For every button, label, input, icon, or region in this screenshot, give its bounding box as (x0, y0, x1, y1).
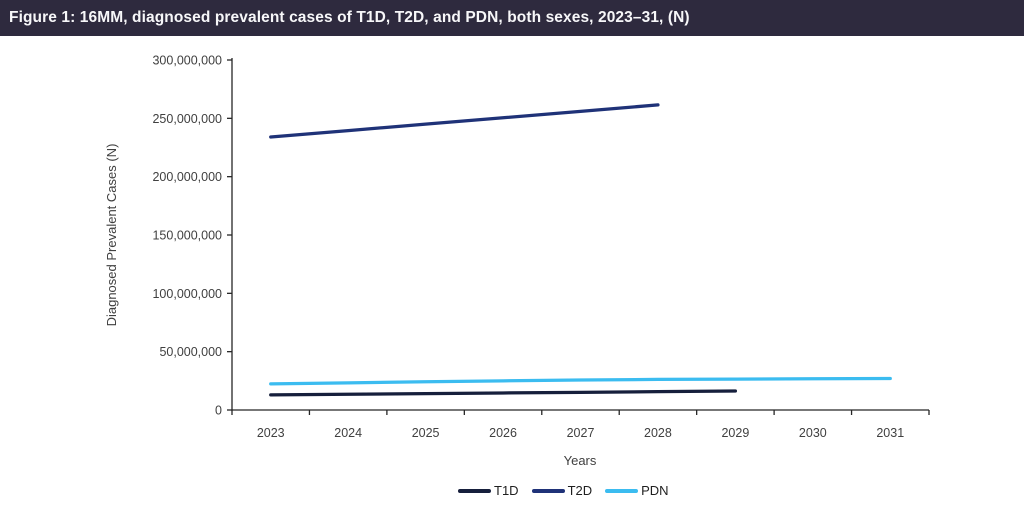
x-tick-label: 2024 (334, 426, 362, 440)
legend-swatch-t2d (531, 488, 565, 493)
legend-swatch-pdn (605, 488, 639, 493)
x-tick-label: 2025 (412, 426, 440, 440)
y-axis-title: Diagnosed Prevalent Cases (N) (104, 144, 119, 327)
legend-item-t1d: T1D (458, 483, 519, 498)
series-line-t2d (269, 103, 660, 139)
x-tick-label: 2026 (489, 426, 517, 440)
chart-series (269, 103, 892, 397)
x-tick-label: 2027 (567, 426, 595, 440)
x-tick-label: 2031 (876, 426, 904, 440)
series-line-t1d (269, 389, 738, 397)
y-tick-label: 50,000,000 (159, 345, 222, 359)
figure-title-bar: Figure 1: 16MM, diagnosed prevalent case… (0, 0, 1024, 36)
x-axis-ticks: 2023 2024 2025 2026 2027 2028 2029 2030 2031 (231, 410, 930, 440)
legend-label-t2d: T2D (567, 483, 593, 498)
figure-title: Figure 1: 16MM, diagnosed prevalent case… (9, 9, 690, 26)
x-axis-title: Years (564, 453, 597, 468)
y-tick-label: 200,000,000 (152, 170, 222, 184)
y-tick-label: 300,000,000 (152, 54, 222, 68)
y-tick-label: 150,000,000 (152, 229, 222, 243)
legend-label-t1d: T1D (494, 483, 519, 498)
x-tick-label: 2029 (721, 426, 749, 440)
legend-item-pdn: PDN (605, 483, 669, 498)
series-line-pdn (269, 376, 892, 386)
y-axis-ticks: 0 50,000,000 100,000,000 150,000,000 200,000… (152, 54, 232, 418)
y-tick-label: 0 (215, 404, 222, 418)
legend-label-pdn: PDN (641, 483, 669, 498)
y-tick-label: 250,000,000 (152, 112, 222, 126)
y-tick-label: 100,000,000 (152, 287, 222, 301)
legend-swatch-t1d (458, 488, 491, 493)
x-tick-label: 2028 (644, 426, 672, 440)
chart-legend: T1D T2D PDN (458, 483, 669, 498)
x-tick-label: 2023 (257, 426, 285, 440)
legend-item-t2d: T2D (531, 483, 593, 498)
x-tick-label: 2030 (799, 426, 827, 440)
